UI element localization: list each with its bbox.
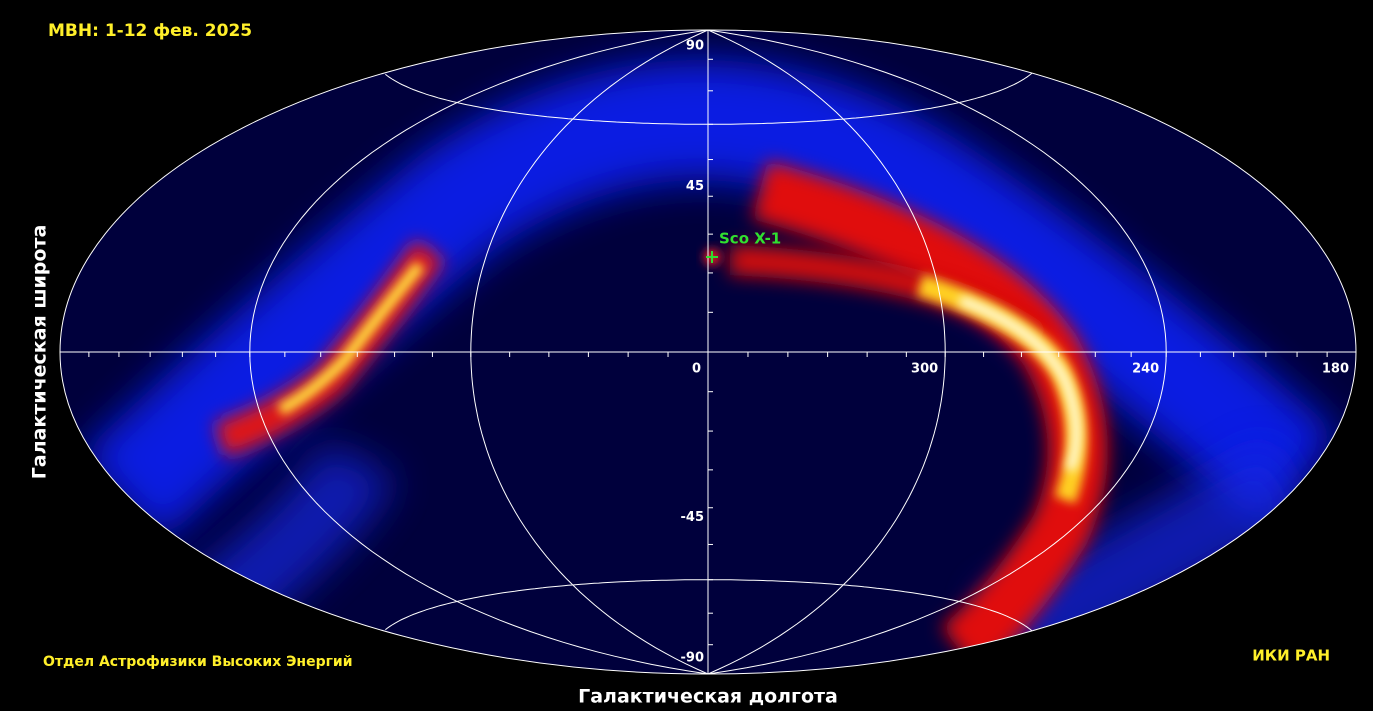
longitude-tick-label: 180 — [1322, 362, 1349, 377]
source-marker — [706, 251, 718, 263]
latitude-tick-label: 90 — [686, 39, 704, 54]
longitude-tick-label: 0 — [692, 362, 701, 377]
footer-left: Отдел Астрофизики Высоких Энергий — [43, 654, 353, 670]
title: МВН: 1-12 фев. 2025 — [48, 21, 252, 41]
source-label: Sco X-1 — [719, 230, 781, 248]
latitude-tick-label: -90 — [681, 650, 705, 665]
longitude-tick-label: 240 — [1132, 362, 1159, 377]
y-axis-label: Галактическая широта — [29, 225, 51, 480]
longitude-tick-label: 300 — [911, 362, 938, 377]
latitude-tick-label: -45 — [681, 510, 705, 525]
x-axis-label: Галактическая долгота — [578, 686, 838, 708]
latitude-tick-label: 45 — [686, 179, 704, 194]
footer-right: ИКИ РАН — [1252, 647, 1330, 665]
emission — [78, 60, 1340, 674]
